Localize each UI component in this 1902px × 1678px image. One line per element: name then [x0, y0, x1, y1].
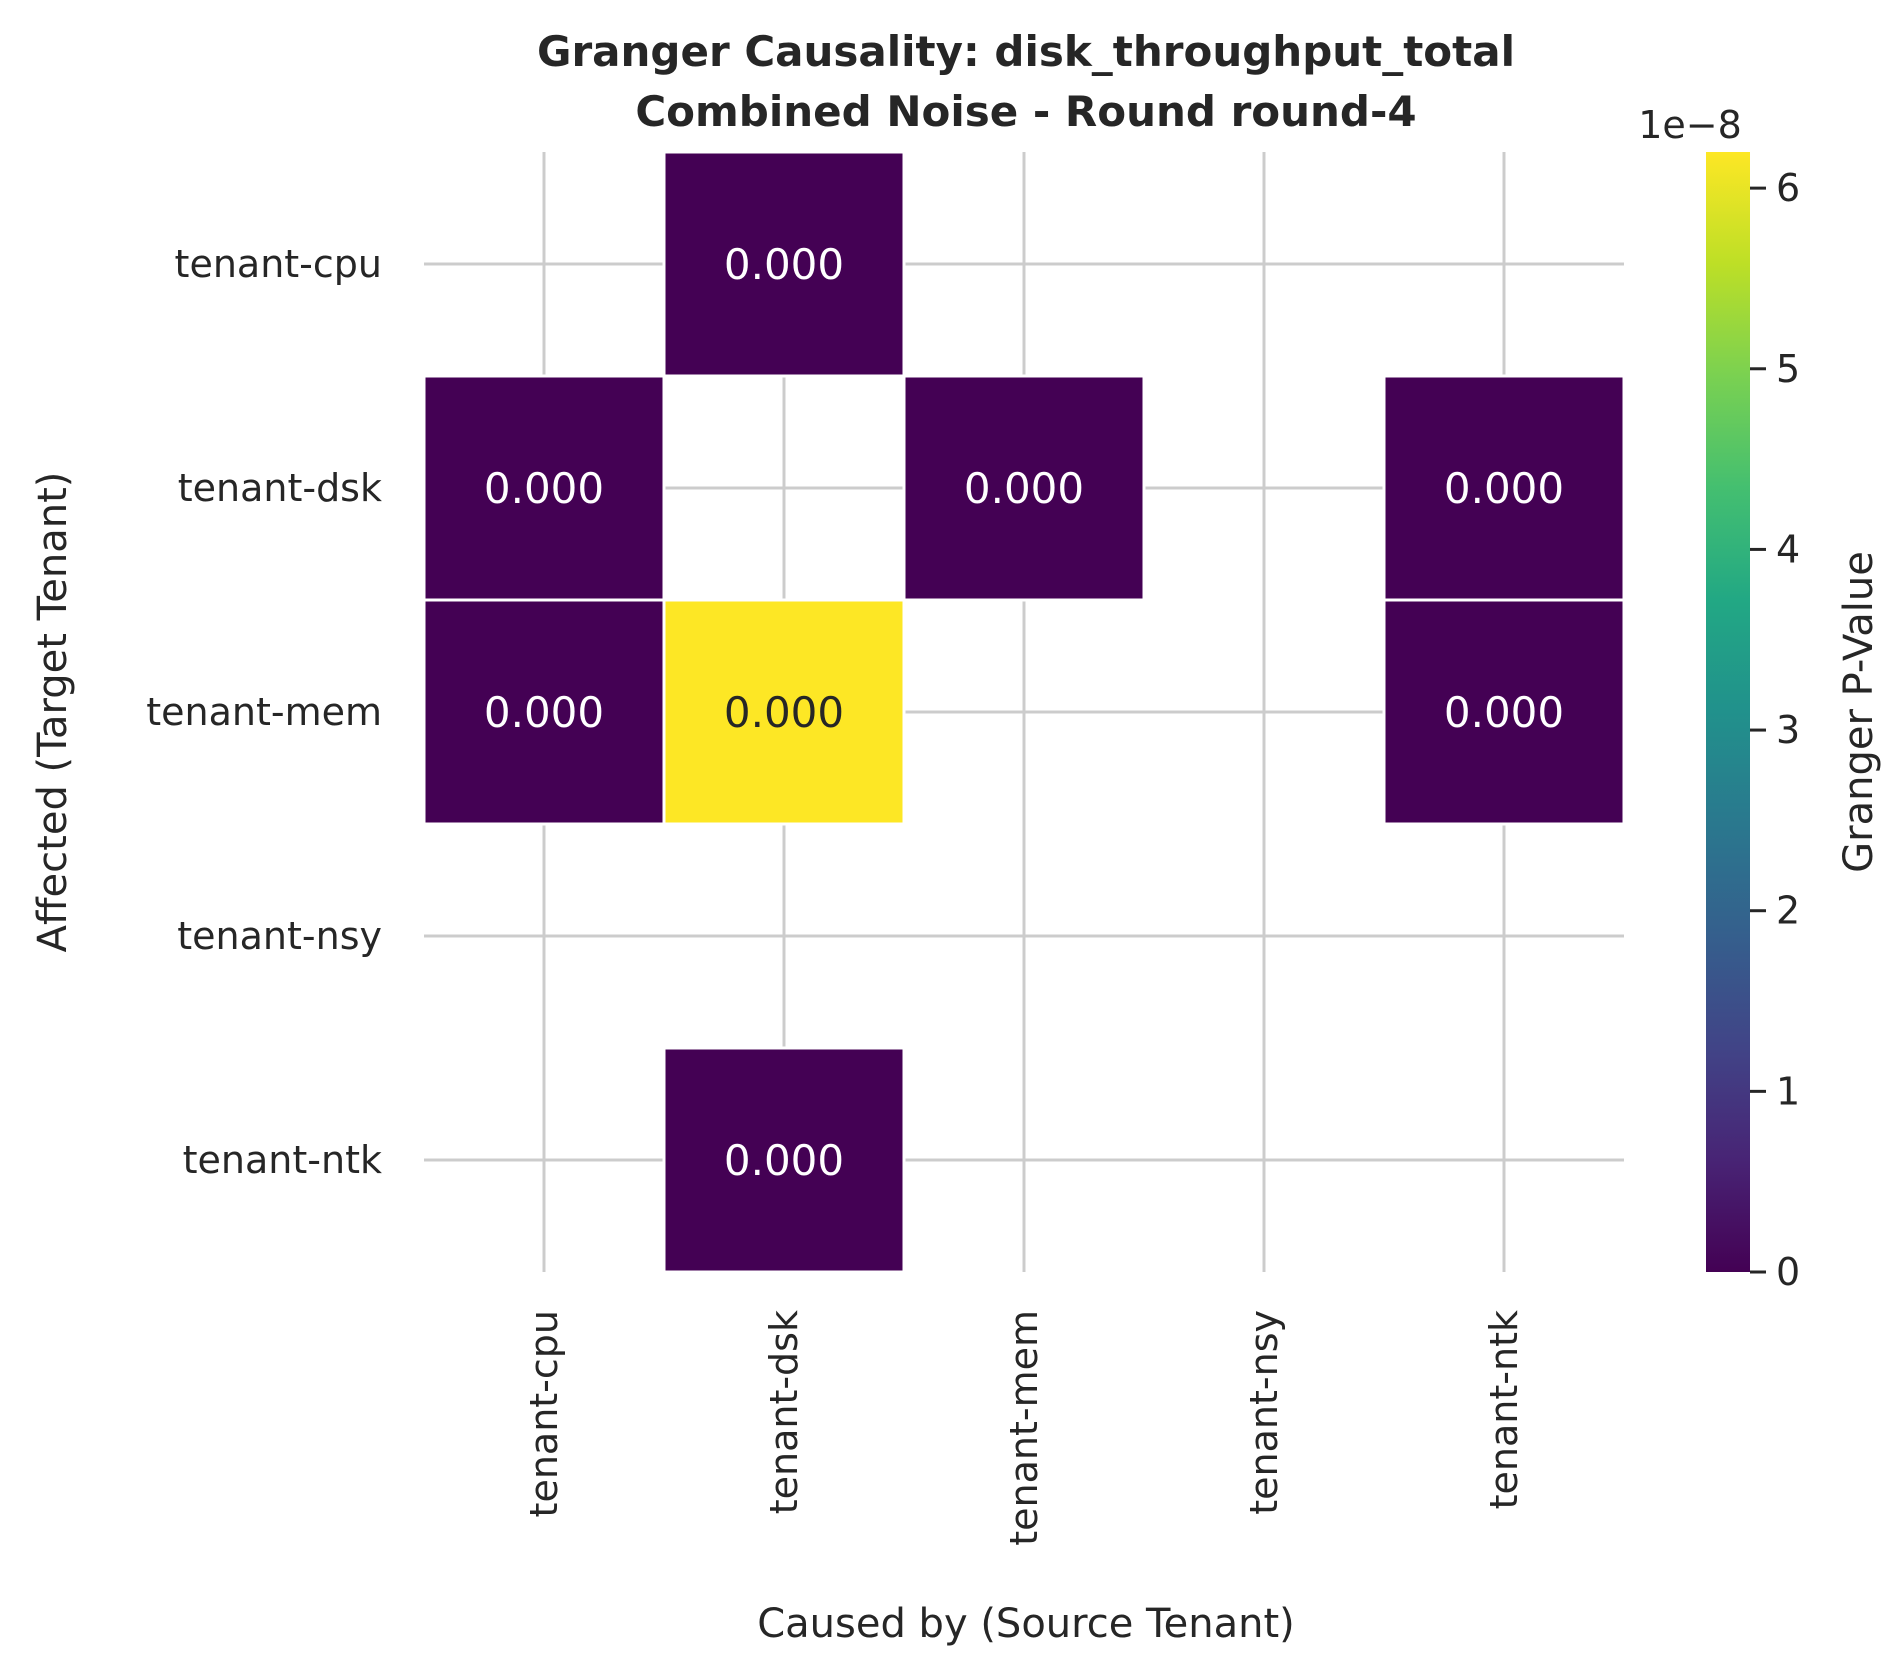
heatmap-cell [422, 374, 666, 602]
colorbar-offset-text: 1e−8 [1638, 103, 1742, 147]
x-axis-label: Caused by (Source Tenant) [757, 1601, 1295, 1647]
y-tick-label: tenant-nsy [177, 914, 382, 958]
cell-annotation: 0.000 [724, 688, 844, 737]
heatmap-cell [1382, 598, 1626, 826]
heatmap-cell [662, 1046, 906, 1274]
heatmap-cell [422, 598, 666, 826]
cell-annotation: 0.000 [484, 464, 604, 513]
colorbar-gradient [1706, 152, 1750, 1272]
colorbar-tick-label: 4 [1776, 527, 1800, 571]
colorbar: 0 1 2 3 4 5 6 1e−8 Granger P-Value [1638, 103, 1882, 1294]
colorbar-tick-label: 3 [1776, 708, 1800, 752]
y-tick-label: tenant-dsk [178, 466, 382, 510]
colorbar-tick-label: 2 [1776, 889, 1800, 933]
heatmap-cell [662, 150, 906, 378]
heatmap-cell [1382, 374, 1626, 602]
colorbar-label: Granger P-Value [1836, 551, 1882, 873]
y-tick-label: tenant-mem [146, 690, 382, 734]
y-tick-label: tenant-cpu [175, 242, 382, 286]
cell-annotation: 0.000 [724, 1136, 844, 1185]
x-tick-label: tenant-nsy [1242, 1310, 1286, 1515]
y-tick-label: tenant-ntk [183, 1138, 382, 1182]
y-tick-labels: tenant-cpu tenant-dsk tenant-mem tenant-nsy… [146, 242, 382, 1182]
y-axis-label: Affected (Target Tenant) [30, 472, 76, 953]
colorbar-tick-label: 6 [1776, 166, 1800, 210]
x-tick-label: tenant-mem [1002, 1310, 1046, 1546]
x-tick-label: tenant-dsk [762, 1310, 806, 1514]
x-tick-label: tenant-cpu [522, 1310, 566, 1517]
colorbar-tick-label: 0 [1776, 1250, 1800, 1294]
cell-annotations: 0.000 0.000 0.000 0.000 0.000 0.000 0.000 0.000 [484, 240, 1564, 1185]
cell-annotation: 0.000 [1444, 464, 1564, 513]
x-tick-label: tenant-ntk [1482, 1310, 1526, 1509]
cell-annotation: 0.000 [484, 688, 604, 737]
chart-title-line-1: Granger Causality: disk_throughput_total [537, 27, 1515, 76]
chart-title-line-2: Combined Noise - Round round-4 [635, 87, 1416, 136]
x-tick-labels: tenant-cpu tenant-dsk tenant-mem tenant-nsy… [522, 1310, 1526, 1546]
colorbar-ticks: 0 1 2 3 4 5 6 [1750, 166, 1800, 1294]
cell-annotation: 0.000 [1444, 688, 1564, 737]
cell-annotation: 0.000 [964, 464, 1084, 513]
heatmap-cells [422, 150, 1626, 1274]
cell-annotation: 0.000 [724, 240, 844, 289]
colorbar-tick-label: 5 [1776, 347, 1800, 391]
heatmap-cell [662, 598, 906, 826]
heatmap-cell [902, 374, 1146, 602]
colorbar-tick-label: 1 [1776, 1069, 1800, 1113]
